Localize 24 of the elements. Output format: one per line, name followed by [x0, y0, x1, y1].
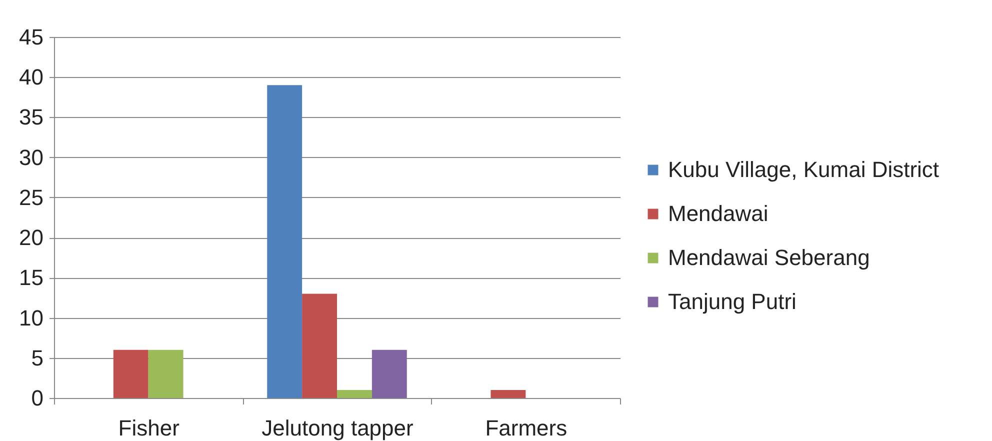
legend-label: Kubu Village, Kumai District [668, 157, 940, 182]
legend-label: Mendawai [668, 201, 768, 226]
y-tick-label: 15 [19, 265, 44, 290]
bar [302, 294, 337, 398]
legend-label: Tanjung Putri [668, 289, 796, 314]
y-tick-label: 45 [19, 24, 44, 50]
y-tick-label: 30 [19, 144, 44, 170]
bar [337, 390, 372, 398]
y-tick-label: 0 [31, 386, 44, 410]
bar [372, 350, 407, 398]
bar [267, 85, 302, 398]
y-tick-label: 5 [31, 345, 44, 370]
x-tick-label: Jelutong tapper [262, 416, 414, 440]
bar [490, 390, 526, 398]
y-tick-label: 10 [19, 305, 44, 330]
bar [113, 350, 148, 398]
x-tick-label: Farmers [485, 416, 568, 440]
y-tick-label: 40 [19, 64, 44, 90]
bar [148, 350, 184, 398]
y-tick-label: 25 [19, 184, 44, 210]
legend-label: Mendawai Seberang [668, 245, 870, 270]
y-tick-label: 20 [19, 225, 44, 250]
x-tick-label: Fisher [118, 416, 180, 440]
y-tick-label: 35 [19, 104, 44, 130]
